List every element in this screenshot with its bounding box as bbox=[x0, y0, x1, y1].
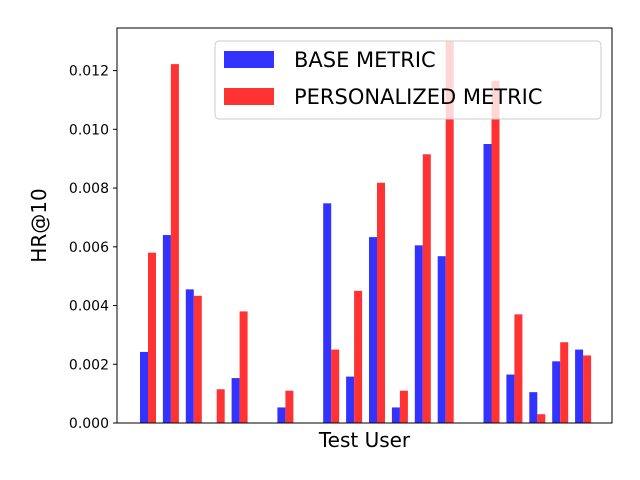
bar-personalized-12 bbox=[399, 390, 408, 423]
legend-box bbox=[214, 40, 602, 120]
bar-personalized-2 bbox=[170, 64, 179, 424]
legend-label-base-metric: BASE METRIC bbox=[294, 48, 436, 72]
legend-swatch-base-metric bbox=[224, 51, 274, 68]
y-tick-label: 0.008 bbox=[69, 181, 109, 197]
bar-personalized-19 bbox=[560, 342, 569, 423]
bar-base-9 bbox=[323, 203, 332, 423]
bar-base-5 bbox=[231, 378, 240, 423]
bar-personalized-20 bbox=[583, 355, 592, 423]
bar-base-11 bbox=[369, 237, 377, 423]
bar-personalized-9 bbox=[331, 349, 340, 423]
bar-base-12 bbox=[391, 407, 400, 423]
bar-base-3 bbox=[185, 289, 194, 423]
bar-personalized-16 bbox=[491, 80, 500, 424]
bars-group bbox=[140, 41, 592, 424]
y-tick-label: 0.012 bbox=[69, 64, 109, 80]
bar-base-16 bbox=[483, 144, 492, 423]
y-axis-label: HR@10 bbox=[27, 188, 51, 262]
bar-base-14 bbox=[437, 256, 446, 423]
bar-personalized-13 bbox=[422, 154, 431, 423]
y-tick-label: 0.010 bbox=[69, 122, 109, 138]
y-tick-label: 0.002 bbox=[69, 357, 109, 373]
bar-personalized-17 bbox=[514, 314, 523, 423]
legend: BASE METRIC PERSONALIZED METRIC bbox=[214, 40, 602, 120]
bar-base-17 bbox=[506, 374, 515, 423]
bar-personalized-11 bbox=[377, 182, 385, 423]
bar-personalized-5 bbox=[239, 311, 248, 423]
plot-area-frame bbox=[116, 27, 613, 424]
bar-base-13 bbox=[414, 245, 423, 423]
legend-label-personalized-metric: PERSONALIZED METRIC bbox=[294, 85, 543, 109]
bar-personalized-7 bbox=[285, 390, 294, 423]
bar-personalized-10 bbox=[354, 290, 363, 423]
bar-personalized-3 bbox=[193, 295, 202, 423]
y-tick-label: 0.000 bbox=[69, 416, 109, 432]
bar-base-20 bbox=[575, 349, 584, 423]
bar-base-18 bbox=[529, 392, 538, 423]
y-tick-label: 0.006 bbox=[69, 240, 109, 256]
bar-personalized-4 bbox=[216, 389, 225, 423]
bar-personalized-14 bbox=[445, 41, 454, 423]
x-axis-label: Test User bbox=[318, 428, 411, 452]
bar-base-7 bbox=[277, 407, 286, 423]
y-axis: 0.000 0.002 0.004 0.006 0.008 0.010 0.012 bbox=[69, 64, 117, 432]
bar-personalized-18 bbox=[537, 414, 546, 423]
bar-personalized-1 bbox=[148, 252, 156, 423]
bar-base-19 bbox=[552, 361, 561, 423]
legend-swatch-personalized-metric bbox=[224, 88, 274, 105]
bar-base-10 bbox=[346, 376, 355, 423]
bar-base-2 bbox=[162, 235, 171, 423]
bar-base-1 bbox=[140, 351, 148, 423]
y-tick-label: 0.004 bbox=[69, 299, 109, 315]
